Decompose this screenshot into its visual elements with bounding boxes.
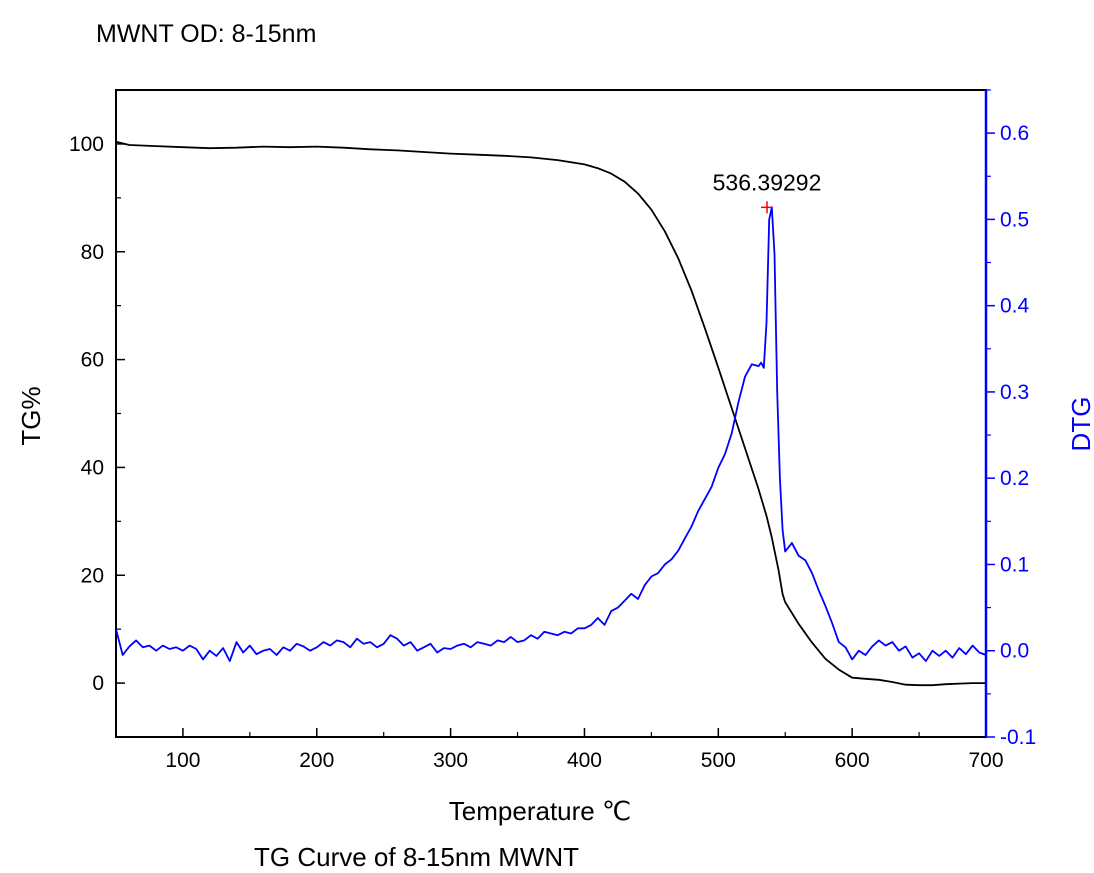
y-axis-right: -0.1 0.0 0.1 0.2 0.3 0.4 0.5 0.6 [984,89,1036,749]
y2-tick-label: 0.1 [1000,553,1029,576]
x-axis: 100 200 300 400 500 600 700 [115,728,1004,772]
chart-header: MWNT OD: 8-15nm [96,20,316,48]
tg-series-line [116,140,986,687]
x-tick-label: 300 [433,749,468,772]
peak-label: 536.39292 [713,169,822,195]
x-tick-label: 200 [299,749,334,772]
y2-tick-label: 0.3 [1000,381,1029,404]
y2-tick-label: 0.4 [1000,295,1030,318]
x-tick-label: 400 [567,749,602,772]
x-tick-label: 100 [165,749,200,772]
y2-tick-label: 0.2 [1000,467,1029,490]
y-axis-right-title: DTG [1066,397,1094,452]
x-tick-label: 500 [701,749,736,772]
y2-tick-label: 0.5 [1000,208,1029,231]
y-tick-label: 80 [81,241,104,264]
x-tick-label: 600 [835,749,870,772]
dtg-series-line [116,206,986,662]
plot-frame [115,89,987,738]
x-tick-label: 700 [968,749,1003,772]
y2-tick-label: -0.1 [1000,726,1036,749]
y-tick-label: 0 [92,672,104,695]
y-tick-label: 20 [81,564,104,587]
y-tick-label: 100 [69,133,104,156]
y-axis-left-title: TG% [16,386,46,445]
y-tick-label: 60 [81,349,104,372]
y-axis-left: 0 20 40 60 80 100 [69,89,125,738]
x-axis-title: Temperature ℃ [449,796,631,826]
series-layer [116,140,986,687]
y2-tick-label: 0.6 [1000,122,1029,145]
y-tick-label: 40 [81,456,104,479]
y2-tick-label: 0.0 [1000,640,1029,663]
annotation-layer: 536.39292 [713,169,822,214]
chart-caption: TG Curve of 8-15nm MWNT [254,842,579,872]
